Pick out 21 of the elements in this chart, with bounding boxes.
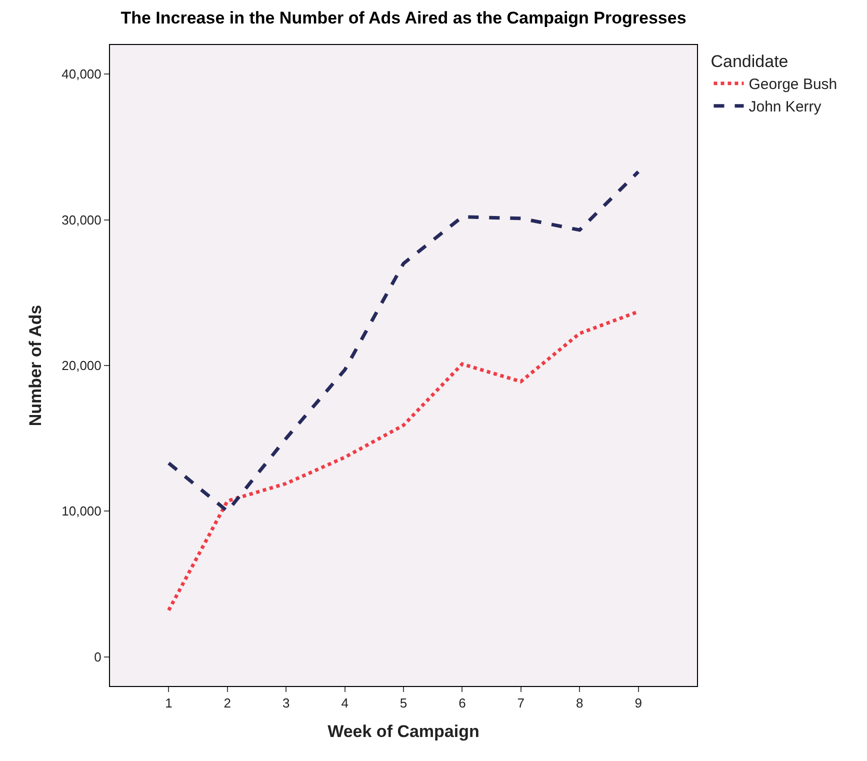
x-tick-label: 2: [224, 696, 232, 711]
chart-title: The Increase in the Number of Ads Aired as the Campaign Progresses: [120, 8, 686, 28]
legend-label: John Kerry: [748, 98, 822, 116]
x-tick-label: 3: [282, 696, 290, 711]
line-series: [166, 170, 640, 513]
x-tick-label: 7: [517, 696, 525, 711]
x-tick-label: 8: [576, 696, 584, 711]
x-tick-label: 9: [634, 696, 642, 711]
y-tick-label: 10,000: [62, 504, 102, 519]
y-tick-label: 40,000: [62, 66, 102, 82]
x-tick-label: 5: [400, 696, 408, 711]
y-axis-title: Number of Ads: [26, 304, 46, 426]
x-tick-label: 4: [341, 696, 348, 711]
y-tick-label: 20,000: [62, 358, 102, 374]
x-axis-title: Week of Campaign: [328, 722, 480, 741]
legend-title: Candidate: [710, 52, 788, 72]
legend-label: George Bush: [748, 76, 838, 94]
x-tick-label: 1: [165, 696, 172, 711]
y-tick-label: 30,000: [62, 212, 102, 228]
x-tick-label: 6: [458, 696, 466, 711]
y-tick-label: 0: [94, 649, 102, 664]
